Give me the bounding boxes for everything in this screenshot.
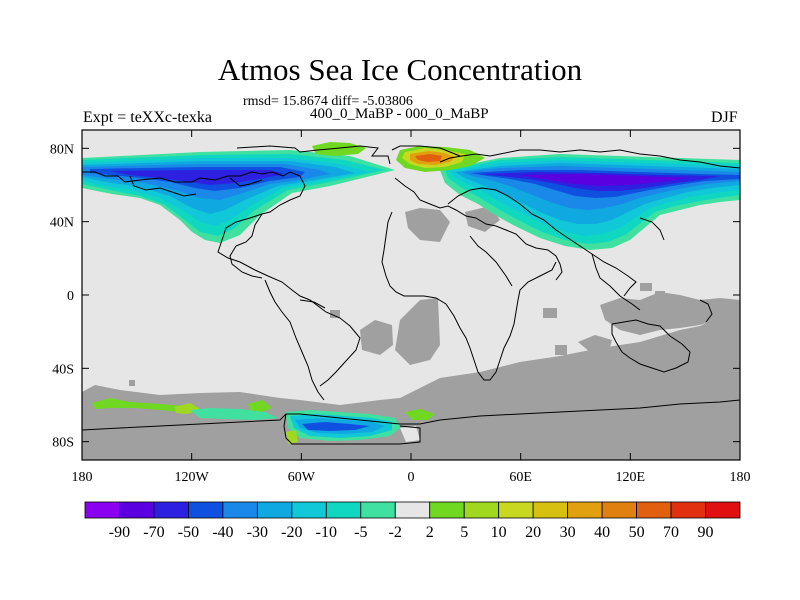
colorbar-swatch [498,501,534,519]
antarctic-changes [92,398,435,444]
arctic-ice-increase [312,142,485,172]
colorbar-label: -10 [316,524,337,541]
colorbar-label: -40 [212,524,233,541]
y-axis: 80N 40N 0 40S 80S [50,142,740,451]
colorbar-label: -5 [354,524,367,541]
colorbar-label: 2 [426,524,434,541]
colorbar-label: 10 [491,524,507,541]
colorbar-swatch [188,501,224,519]
colorbar-label: 50 [629,524,645,541]
x-tick-label: 60W [288,470,316,485]
colorbar-label: 30 [560,524,576,541]
colorbar-swatch [532,501,569,519]
colorbar-swatch [222,501,258,519]
colorbar-label: 70 [663,524,679,541]
colorbar-swatch [119,501,155,519]
map-field [82,130,740,460]
colorbar-swatch [394,501,431,519]
coastlines [82,145,740,445]
colorbar-swatch [705,501,741,519]
x-tick-label: 0 [408,470,415,485]
season-label: DJF [711,109,738,126]
colorbar-label: -70 [143,524,164,541]
x-tick-label: 120W [175,470,210,485]
y-tick-label: 0 [67,289,74,304]
colorbar-label: -50 [178,524,199,541]
colorbar-swatch [325,501,362,519]
y-tick-label: 80S [52,436,74,451]
colorbar-swatch [429,501,465,519]
colorbar-swatch [360,501,396,519]
colorbar-label: 20 [525,524,541,541]
colorbar-swatch [601,501,637,519]
x-axis: 180 120W 60W 0 60E 120E 180 [72,130,751,485]
colorbar-swatch [567,501,603,519]
y-tick-label: 40N [50,216,74,231]
colorbar-swatch [670,501,706,519]
x-tick-label: 180 [72,470,93,485]
x-tick-label: 180 [730,470,751,485]
subtitle: 400_0_MaBP - 000_0_MaBP [310,106,489,122]
colorbar-label: -90 [109,524,130,541]
y-tick-label: 40S [52,362,74,377]
colorbar-swatch [153,501,189,519]
colorbar-swatch [84,501,120,519]
colorbar-label: -20 [281,524,302,541]
experiment-label: Expt = teXXc-texka [83,109,212,126]
colorbar-label: -30 [247,524,268,541]
stats-label: rmsd= 15.8674 diff= -5.03806 [243,94,413,109]
chart-title: Atmos Sea Ice Concentration [217,52,583,87]
colorbar-swatch [636,501,672,519]
missing-data-regions [82,206,740,460]
y-tick-label: 80N [50,142,74,157]
x-tick-label: 60E [509,470,532,485]
colorbar-swatch [463,501,500,519]
colorbar-label: 90 [698,524,714,541]
colorbar-label: -2 [389,524,402,541]
colorbar-label: 40 [594,524,610,541]
colorbar: -90 -70 -50 -40 -30 -20 -10 -5 -2 2 5 10 20 30 40 50 70 9… [84,501,741,541]
colorbar-label: 5 [460,524,468,541]
colorbar-swatch [291,501,327,519]
colorbar-swatch [256,501,293,519]
x-tick-label: 120E [616,470,646,485]
